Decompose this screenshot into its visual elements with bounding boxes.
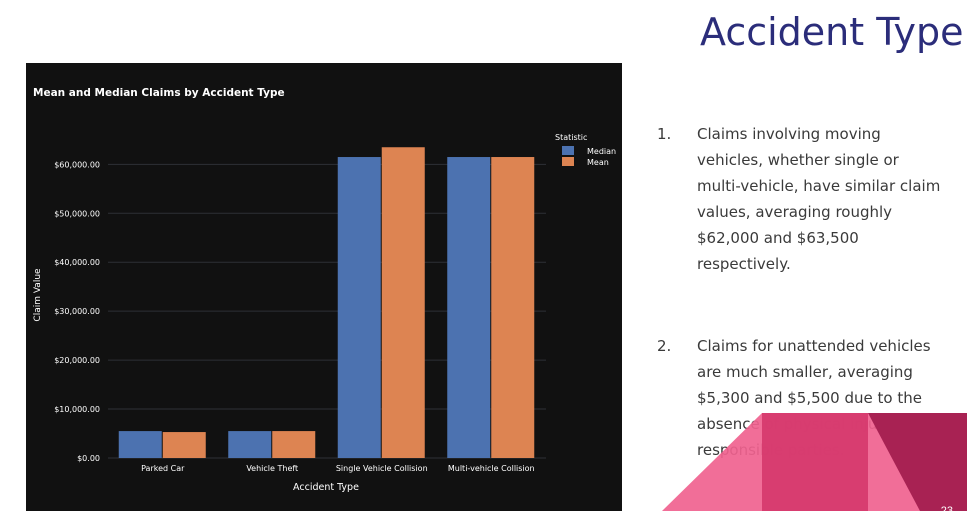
legend-label: Mean	[587, 158, 609, 167]
y-axis-label: Claim Value	[33, 268, 43, 322]
bullet-text: Claims for unattended vehicles are much …	[697, 337, 938, 459]
x-axis-label: Accident Type	[293, 482, 359, 493]
y-tick-label: $50,000.00	[54, 209, 100, 218]
page-number: 23	[940, 505, 953, 517]
bar-median	[228, 431, 272, 458]
y-tick-label: $60,000.00	[54, 160, 100, 169]
bar-mean	[381, 147, 425, 458]
bar-mean	[491, 157, 535, 458]
bullet-item: 1. Claims involving moving vehicles, whe…	[657, 121, 947, 277]
legend-swatch	[562, 146, 574, 155]
bar-mean	[272, 431, 316, 458]
bullet-number: 2.	[657, 337, 672, 355]
chart-title: Mean and Median Claims by Accident Type	[33, 87, 285, 99]
x-tick-label: Parked Car	[141, 464, 185, 473]
legend-label: Median	[587, 147, 616, 156]
bullet-number: 1.	[657, 125, 672, 143]
y-tick-label: $0.00	[77, 454, 100, 463]
y-tick-label: $30,000.00	[54, 307, 100, 316]
bar-mean	[162, 432, 206, 458]
legend-title: Statistic	[555, 133, 587, 142]
chart-panel: Mean and Median Claims by Accident Type …	[26, 63, 622, 511]
bar-median	[118, 431, 162, 458]
y-tick-label: $20,000.00	[54, 356, 100, 365]
bar-chart: Mean and Median Claims by Accident Type …	[33, 87, 616, 493]
y-tick-label: $40,000.00	[54, 258, 100, 267]
x-tick-label: Single Vehicle Collision	[336, 464, 428, 473]
legend-swatch	[562, 157, 574, 166]
bar-median	[447, 157, 491, 458]
x-tick-label: Multi-vehicle Collision	[448, 464, 535, 473]
x-tick-label: Vehicle Theft	[246, 464, 298, 473]
bar-median	[337, 157, 381, 458]
bullet-item: 2. Claims for unattended vehicles are mu…	[657, 333, 947, 463]
bullet-list: 1. Claims involving moving vehicles, whe…	[657, 121, 947, 463]
bullet-text: Claims involving moving vehicles, whethe…	[697, 125, 941, 273]
chart-legend: Statistic Median Mean	[555, 133, 616, 167]
y-tick-label: $10,000.00	[54, 405, 100, 414]
slide-title: Accident Type	[700, 10, 964, 54]
